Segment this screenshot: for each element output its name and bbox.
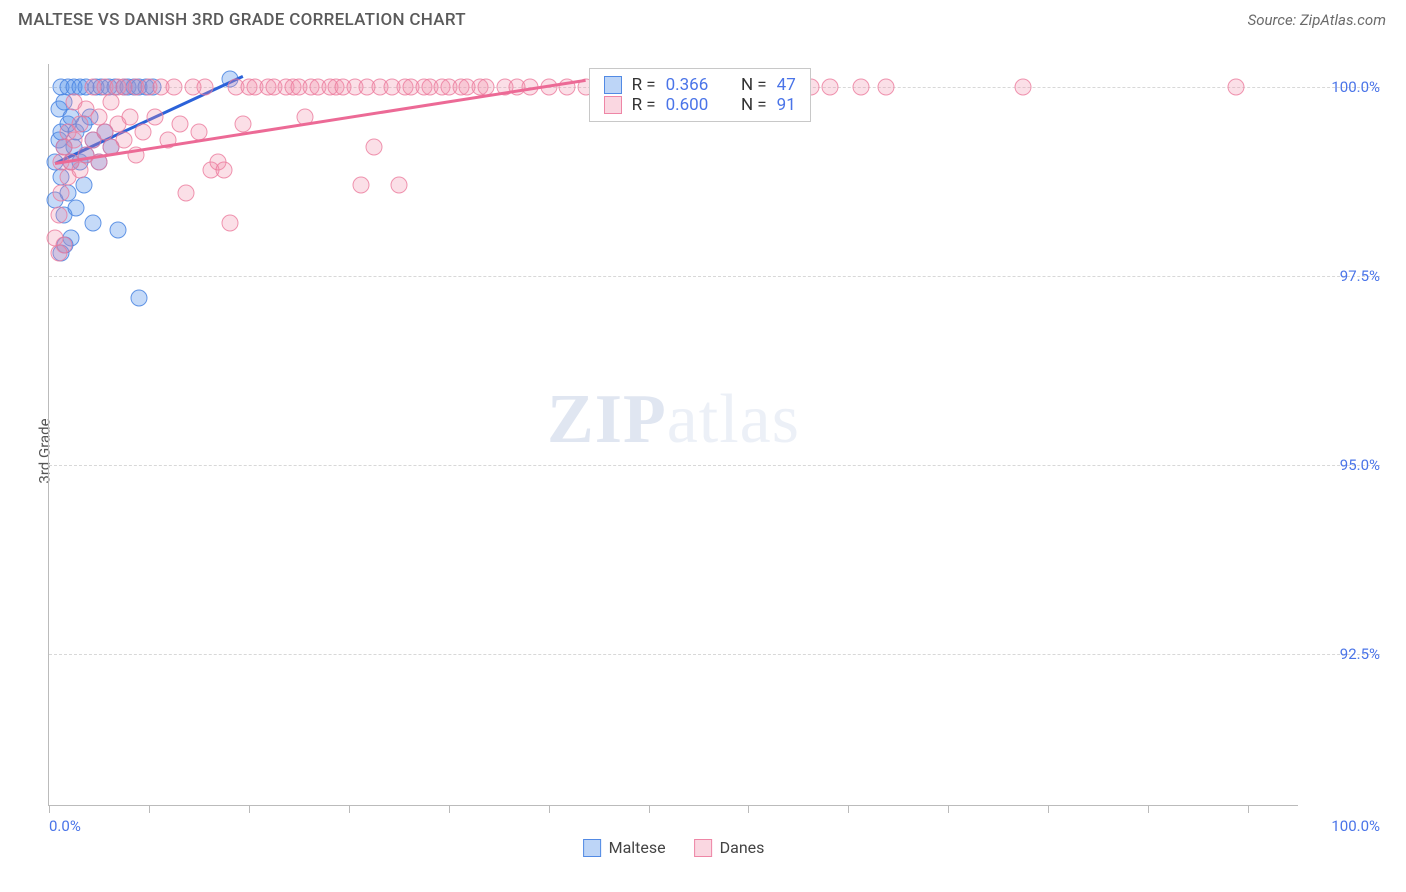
y-tick-label: 95.0% [1304,456,1380,474]
data-point [72,116,89,133]
data-point [50,207,67,224]
data-point [877,78,894,95]
data-point [178,184,195,201]
legend-swatch [694,839,712,857]
y-tick-label: 100.0% [1304,78,1380,96]
x-tick [1248,805,1249,813]
data-point [821,78,838,95]
data-point [134,124,151,141]
stats-box: R = 0.366 N = 47R = 0.600 N = 91 [589,68,811,122]
data-point [50,245,67,262]
stat-r-label: R = [632,95,656,115]
data-point [147,108,164,125]
data-point [115,131,132,148]
data-point [1015,78,1032,95]
legend-swatch [604,96,622,114]
stat-n-value: 91 [777,95,796,115]
gridline [49,654,1380,655]
data-point [234,116,251,133]
stat-n-label: N = [741,95,767,115]
data-point [72,161,89,178]
data-point [197,78,214,95]
stats-row: R = 0.600 N = 91 [604,95,796,115]
stat-r-value: 0.366 [666,75,709,95]
y-tick-label: 92.5% [1304,645,1380,663]
data-point [53,184,70,201]
x-tick [49,805,50,813]
chart-title: MALTESE VS DANISH 3RD GRADE CORRELATION … [18,10,466,30]
watermark: ZIPatlas [547,380,800,460]
legend-item: Danes [694,838,765,857]
x-tick-label: 0.0% [49,817,81,835]
x-tick [1048,805,1049,813]
x-tick [549,805,550,813]
data-point [84,214,101,231]
data-point [215,161,232,178]
x-tick [649,805,650,813]
data-point [165,78,182,95]
stat-r-value: 0.600 [666,95,709,115]
x-tick-label: 100.0% [1304,817,1380,835]
data-point [222,214,239,231]
legend-item: Maltese [583,838,666,857]
gridline [49,276,1380,277]
plot-area: ZIPatlas 92.5%95.0%97.5%100.0%0.0%100.0%… [48,64,1298,806]
legend-swatch [583,839,601,857]
x-tick [349,805,350,813]
stat-n-label: N = [741,75,767,95]
x-tick [149,805,150,813]
source-label: Source: ZipAtlas.com [1248,11,1386,29]
data-point [75,176,92,193]
stat-r-label: R = [632,75,656,95]
data-point [103,93,120,110]
data-point [1227,78,1244,95]
data-point [852,78,869,95]
stat-n-value: 47 [777,75,796,95]
data-point [65,131,82,148]
data-point [353,176,370,193]
gridline [49,465,1380,466]
data-point [390,176,407,193]
x-tick [948,805,949,813]
data-point [68,199,85,216]
y-tick-label: 97.5% [1304,267,1380,285]
data-point [172,116,189,133]
x-tick [1148,805,1149,813]
stats-row: R = 0.366 N = 47 [604,75,796,95]
legend-label: Danes [720,838,765,857]
x-tick [848,805,849,813]
data-point [122,108,139,125]
x-tick [249,805,250,813]
chart-container: 3rd Grade ZIPatlas 92.5%95.0%97.5%100.0%… [18,40,1386,862]
x-tick [748,805,749,813]
x-tick [449,805,450,813]
data-point [365,139,382,156]
legend-label: Maltese [609,838,666,857]
legend-swatch [604,76,622,94]
data-point [130,290,147,307]
data-point [109,222,126,239]
legend: Maltese Danes [583,838,765,857]
